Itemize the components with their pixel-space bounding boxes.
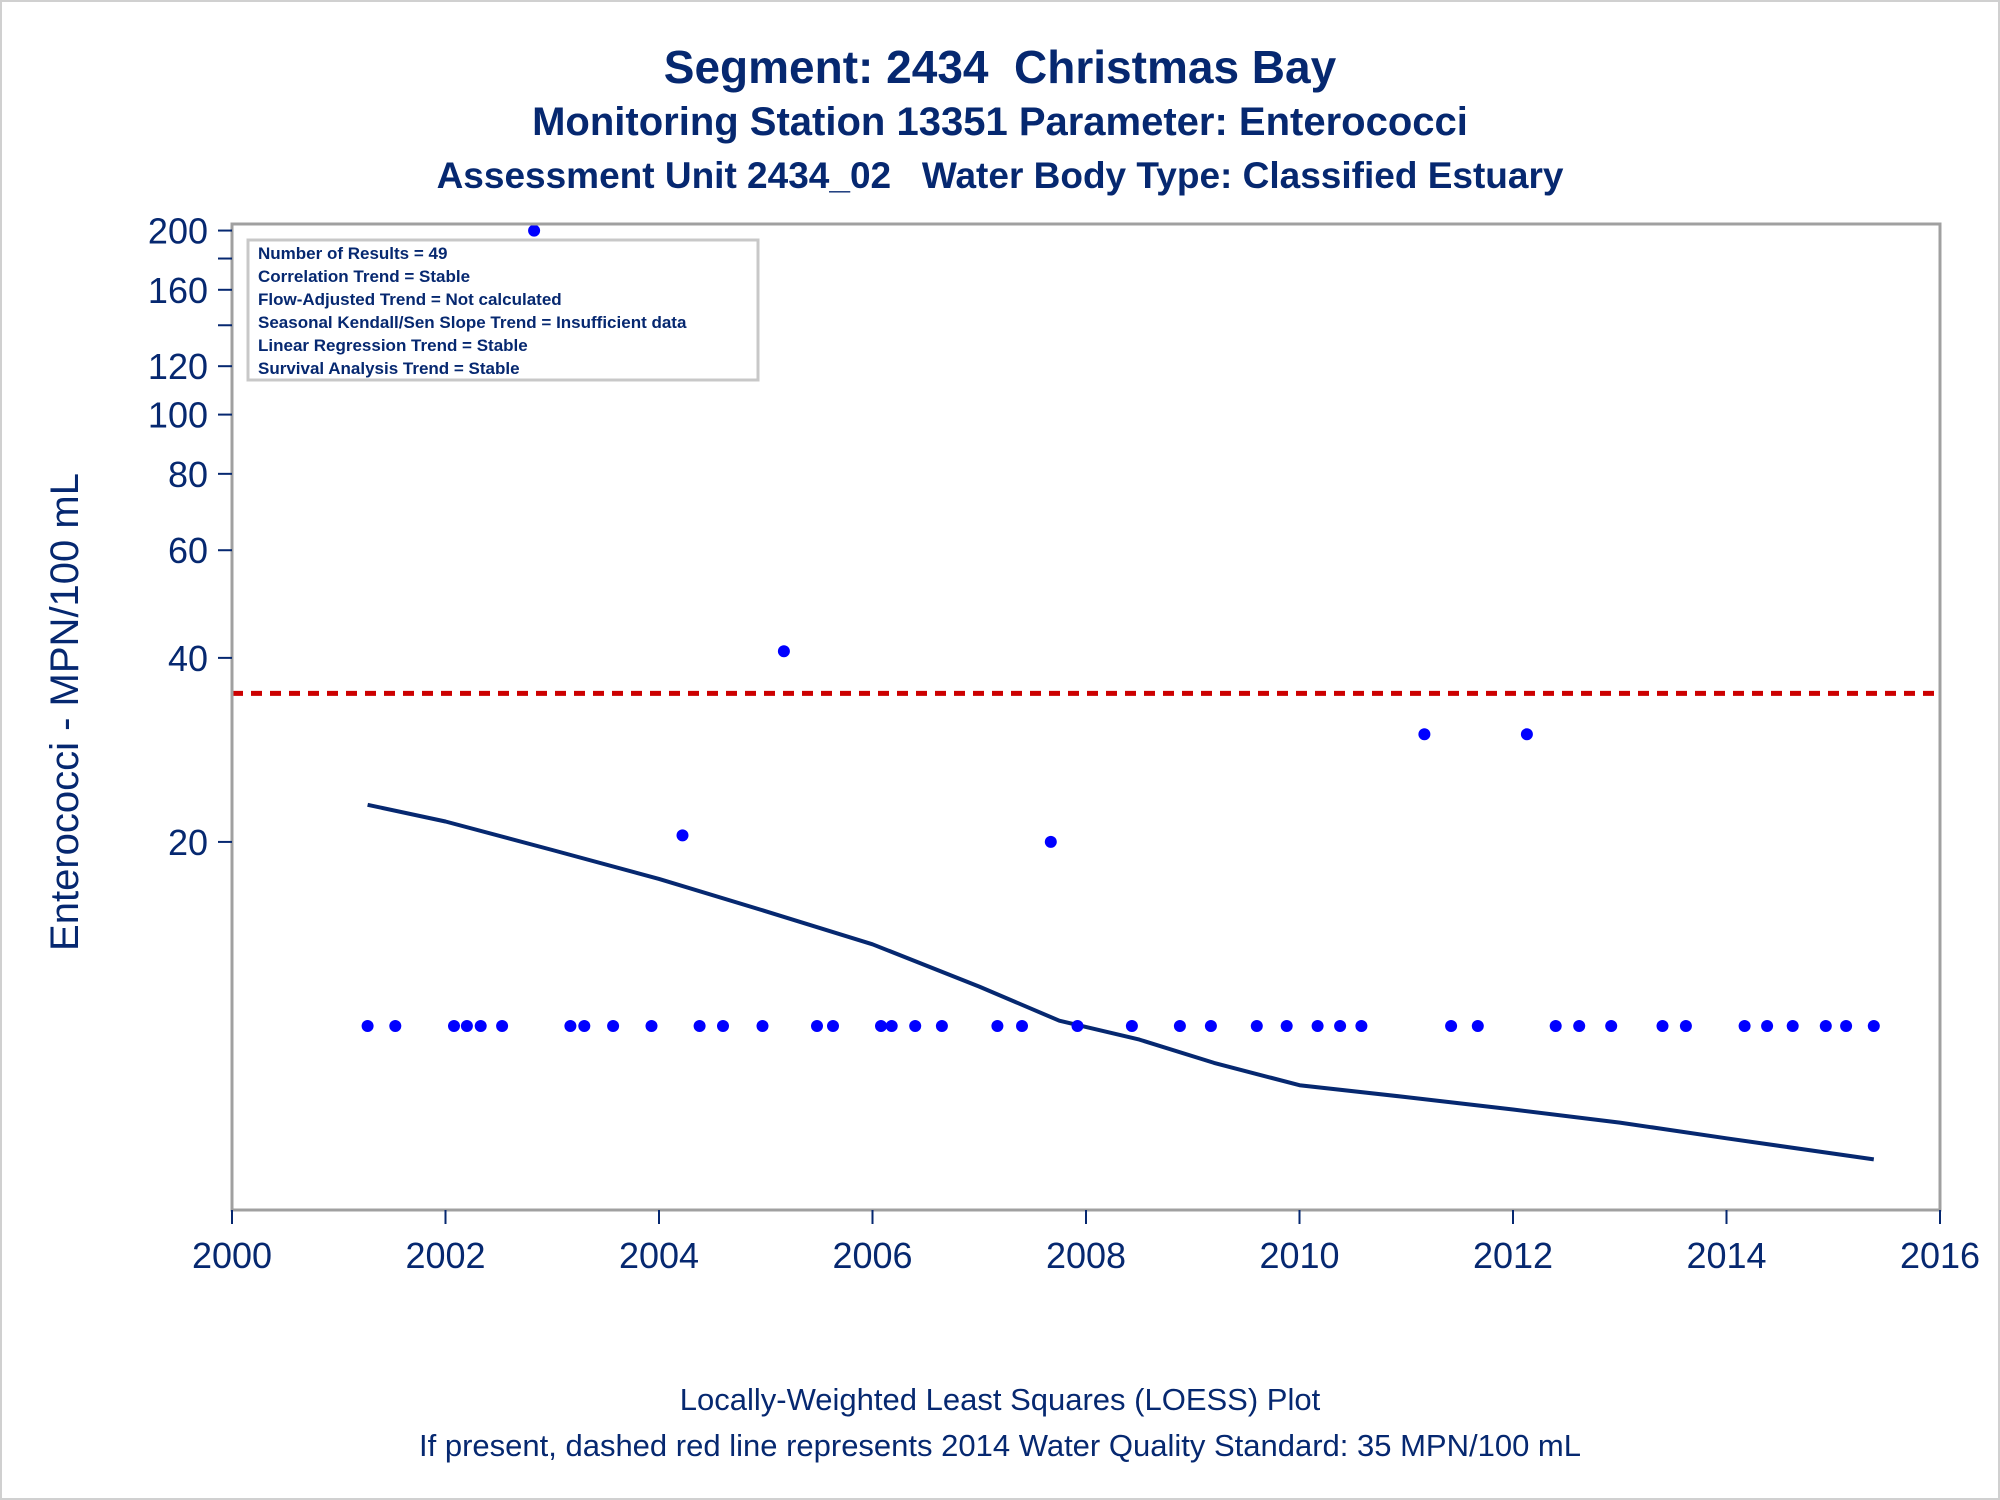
data-point <box>1311 1020 1324 1032</box>
stats-inset-frame <box>246 238 760 382</box>
data-point <box>1016 1020 1028 1032</box>
data-point <box>1280 1020 1293 1032</box>
data-point <box>1071 1020 1084 1032</box>
stats-inset-box: Number of Results = 49 Correlation Trend … <box>246 238 760 382</box>
y-tick-label: 120 <box>148 346 208 387</box>
data-point <box>448 1020 460 1032</box>
data-point <box>1334 1020 1347 1032</box>
data-point <box>460 1020 473 1032</box>
y-tick-label: 160 <box>148 270 208 311</box>
data-point <box>1471 1020 1484 1032</box>
x-tick-label: 2008 <box>1046 1235 1126 1276</box>
data-point <box>1355 1020 1368 1032</box>
data-point <box>1418 728 1431 741</box>
x-tick-label: 2012 <box>1473 1235 1553 1276</box>
data-point <box>693 1020 706 1032</box>
data-point <box>1250 1020 1263 1032</box>
x-tick-label: 2006 <box>832 1235 912 1276</box>
y-axis-label: Enterococci - MPN/100 mL <box>43 473 87 951</box>
data-point <box>1445 1020 1458 1032</box>
stats-inset-line: Seasonal Kendall/Sen Slope Trend = Insuf… <box>258 313 687 332</box>
data-point <box>875 1020 887 1032</box>
data-point <box>1819 1020 1832 1032</box>
data-point <box>1786 1020 1799 1032</box>
data-point <box>935 1020 948 1032</box>
data-point <box>1044 835 1057 848</box>
x-tick-label: 2016 <box>1900 1235 1980 1276</box>
chart-subtitle-station: Monitoring Station 13351 Parameter: Ente… <box>532 100 1468 144</box>
data-point <box>991 1020 1004 1032</box>
data-point <box>1679 1020 1692 1032</box>
data-point <box>528 224 541 237</box>
data-point <box>1125 1020 1138 1032</box>
y-tick-label: 100 <box>148 395 208 436</box>
x-tick-label: 2010 <box>1259 1235 1339 1276</box>
loess-curve <box>367 802 1875 1162</box>
data-point <box>1573 1020 1586 1032</box>
loess-layer <box>367 802 1875 1162</box>
y-tick-label: 80 <box>168 454 208 495</box>
data-point <box>827 1020 839 1032</box>
data-point <box>811 1020 823 1032</box>
data-point <box>1173 1020 1186 1032</box>
stats-inset-line: Flow-Adjusted Trend = Not calculated <box>258 290 562 309</box>
y-tick-label: 60 <box>168 530 208 571</box>
data-point <box>756 1020 769 1032</box>
data-point <box>717 1020 729 1032</box>
y-tick-label: 200 <box>148 211 208 252</box>
data-point <box>1738 1020 1751 1032</box>
data-point <box>607 1020 620 1032</box>
data-point <box>645 1020 658 1032</box>
stats-inset-line: Linear Regression Trend = Stable <box>258 336 528 355</box>
stats-inset-line: Correlation Trend = Stable <box>258 267 470 286</box>
data-point <box>361 1020 374 1032</box>
axes-layer: 2000 2002 2004 2006 2008 2010 2012 2014 2016 20 40… <box>148 211 1980 1276</box>
chart-title: Segment: 2434 Christmas Bay <box>663 41 1337 93</box>
data-point <box>1656 1020 1669 1032</box>
x-tick-label: 2000 <box>192 1235 272 1276</box>
data-point <box>1549 1020 1562 1032</box>
data-point <box>578 1020 591 1032</box>
data-point <box>909 1020 922 1032</box>
data-point <box>676 829 689 842</box>
data-point <box>564 1020 577 1032</box>
data-point <box>1761 1020 1774 1032</box>
y-tick-label: 40 <box>168 638 208 679</box>
x-tick-label: 2002 <box>405 1235 485 1276</box>
data-point <box>1840 1020 1853 1032</box>
footnote-loess: Locally-Weighted Least Squares (LOESS) P… <box>679 1382 1321 1417</box>
chart-subtitle-assessment: Assessment Unit 2434_02 Water Body Type:… <box>436 155 1564 196</box>
stats-inset-line: Number of Results = 49 <box>258 244 447 263</box>
data-point <box>777 645 790 658</box>
data-point <box>885 1020 898 1032</box>
data-point <box>1867 1020 1880 1032</box>
y-tick-label: 20 <box>168 822 208 863</box>
data-point <box>496 1020 509 1032</box>
data-point <box>1605 1020 1618 1032</box>
data-point <box>1520 728 1533 741</box>
x-tick-label: 2004 <box>619 1235 699 1276</box>
data-point <box>474 1020 487 1032</box>
stats-inset-line: Survival Analysis Trend = Stable <box>258 359 520 378</box>
data-point <box>389 1020 402 1032</box>
points-layer <box>361 224 1880 1032</box>
data-point <box>1204 1020 1217 1032</box>
footnote-standard: If present, dashed red line represents 2… <box>419 1428 1581 1463</box>
x-tick-label: 2014 <box>1686 1235 1766 1276</box>
